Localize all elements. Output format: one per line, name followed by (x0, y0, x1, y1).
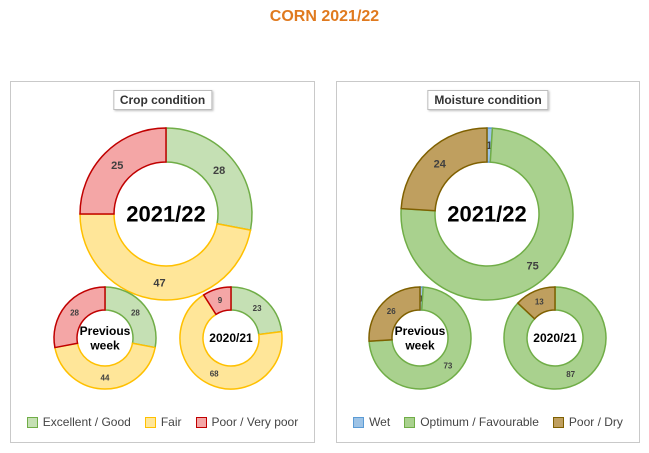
data-label-wet: 1 (419, 294, 424, 303)
donut-slice-poor-dry (516, 286, 556, 320)
data-label-poor-very-poor: 25 (111, 160, 123, 172)
crop-condition-legend: Excellent / Good Fair Poor / Very poor (11, 415, 314, 429)
data-label-poor-very-poor: 9 (218, 296, 223, 305)
data-label-excellent-good: 28 (213, 165, 225, 177)
donut-center-label: week (404, 338, 435, 352)
donut-center-label: Previous (80, 324, 131, 338)
legend-item-excellent-good: Excellent / Good (26, 415, 131, 429)
legend-swatch-excellent-good (26, 416, 38, 428)
donut-slice-fair (54, 342, 156, 390)
data-label-excellent-good: 28 (131, 309, 140, 318)
data-label-optimum-favourable: 87 (566, 370, 575, 379)
crop-condition-panel: Crop condition 28 47 25 2021/22 28 44 28 Previo… (10, 81, 315, 443)
donut-center-label: 2021/22 (126, 202, 206, 227)
legend-item-poor-dry: Poor / Dry (552, 415, 623, 429)
legend-item-poor-very-poor: Poor / Very poor (195, 415, 299, 429)
data-label-wet: 1 (486, 140, 492, 152)
moisture-condition-chart: 175242021/2217326Previousweek087132020/2… (368, 127, 607, 390)
donut-slice-fair (79, 213, 252, 301)
legend-swatch-poor-dry (552, 416, 564, 428)
data-label-poor-very-poor: 28 (70, 309, 79, 318)
legend-label-poor-very-poor: Poor / Very poor (211, 415, 299, 429)
donut-center-label: Previous (395, 324, 446, 338)
donut-center-label: week (89, 338, 120, 352)
page-title: CORN 2021/22 (269, 8, 380, 25)
donut-slice-poor-dry (368, 286, 421, 342)
moisture-condition-title: Moisture condition (427, 90, 549, 110)
donut-slice-optimum-favourable (400, 127, 574, 301)
donut-slice-fair (179, 293, 283, 390)
crop-condition-title: Crop condition (112, 90, 213, 110)
data-label-poor-dry: 24 (434, 159, 447, 171)
donut-slice-poor-very-poor (202, 286, 232, 316)
legend-item-wet: Wet (353, 415, 390, 429)
data-label-fair: 68 (210, 370, 219, 379)
moisture-condition-legend: Wet Optimum / Favourable Poor / Dry (337, 415, 639, 429)
data-label-optimum-favourable: 73 (443, 362, 452, 371)
legend-swatch-wet (353, 416, 365, 428)
data-label-excellent-good: 23 (253, 304, 262, 313)
data-label-fair: 47 (153, 278, 165, 290)
legend-label-wet: Wet (369, 415, 391, 429)
legend-label-fair: Fair (160, 415, 182, 429)
moisture-condition-panel: Moisture condition 1 75 24 2021/22 1 73 26 Prev… (336, 81, 640, 443)
data-label-poor-dry: 26 (387, 307, 396, 316)
donut-center-label: 2020/21 (533, 331, 577, 345)
donut-slice-optimum-favourable (503, 286, 607, 390)
data-label-optimum-favourable: 75 (527, 261, 539, 273)
legend-label-poor-dry: Poor / Dry (568, 415, 623, 429)
donut-slice-optimum-favourable (368, 286, 472, 390)
legend-swatch-fair (144, 416, 156, 428)
donut-center-label: 2021/22 (447, 202, 527, 227)
legend-label-excellent-good: Excellent / Good (42, 415, 131, 429)
legend-item-fair: Fair (144, 415, 182, 429)
crop-condition-chart: 2847252021/22284428Previousweek236892020… (53, 127, 283, 390)
donut-slice-poor-very-poor (53, 286, 106, 349)
data-label-poor-dry: 13 (535, 298, 544, 307)
legend-swatch-poor-very-poor (195, 416, 207, 428)
legend-swatch-optimum-favourable (404, 416, 416, 428)
legend-label-optimum-favourable: Optimum / Favourable (420, 415, 539, 429)
donut-slice-poor-dry (400, 127, 488, 212)
legend-item-optimum-favourable: Optimum / Favourable (404, 415, 539, 429)
donut-center-label: 2020/21 (209, 331, 253, 345)
data-label-fair: 44 (101, 373, 110, 382)
donut-slice-poor-very-poor (79, 127, 167, 215)
